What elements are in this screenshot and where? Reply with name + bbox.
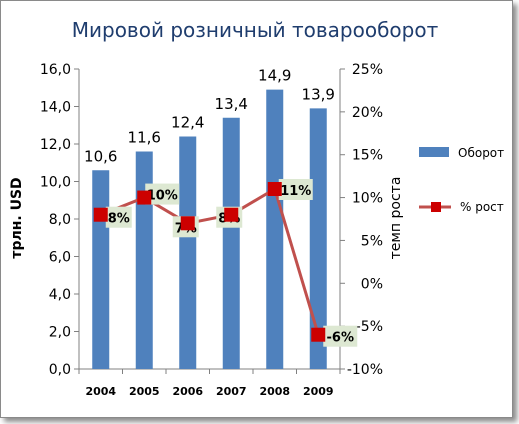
bar-data-label: 13,4 bbox=[215, 95, 248, 113]
y-tick-label-right: -10% bbox=[347, 362, 383, 378]
bar-data-label: 14,9 bbox=[258, 67, 291, 85]
legend-label-line: % рост bbox=[460, 200, 504, 214]
chart-frame bbox=[0, 0, 513, 418]
y-tick-label-right: 25% bbox=[352, 62, 383, 78]
line-data-label-box bbox=[105, 206, 132, 228]
legend-swatch-bar bbox=[419, 147, 449, 157]
y-tick-label-left: 10,0 bbox=[40, 175, 71, 191]
line-marker bbox=[180, 216, 195, 231]
line-data-label: 11% bbox=[280, 184, 311, 199]
line-marker bbox=[311, 327, 326, 342]
y-axis-label-right: темп роста bbox=[388, 177, 404, 260]
y-tick-label-left: 8,0 bbox=[49, 212, 71, 228]
legend-label-bar: Оборот bbox=[458, 146, 504, 160]
bar-data-label: 10,6 bbox=[84, 147, 117, 165]
bar-data-label: 13,9 bbox=[302, 85, 335, 103]
line-marker bbox=[267, 182, 282, 196]
line-marker bbox=[93, 207, 108, 222]
x-tick-label: 2008 bbox=[259, 385, 290, 398]
x-tick-label: 2004 bbox=[85, 385, 116, 398]
bar-data-label: 12,4 bbox=[171, 114, 204, 132]
bar bbox=[309, 108, 327, 369]
line-data-label-box bbox=[278, 179, 313, 200]
x-tick-label: 2009 bbox=[303, 385, 334, 398]
line-data-label-box bbox=[145, 183, 180, 205]
line-marker bbox=[137, 190, 152, 205]
line-data-label: 10% bbox=[147, 189, 178, 204]
bar bbox=[135, 151, 153, 369]
line-data-label: -6% bbox=[327, 331, 354, 346]
growth-line bbox=[100, 186, 320, 336]
bar bbox=[222, 117, 240, 369]
y-tick-label-right: 20% bbox=[352, 105, 383, 121]
bar bbox=[266, 89, 284, 369]
y-tick-label-left: 2,0 bbox=[49, 325, 71, 341]
y-tick-label-right: 5% bbox=[361, 233, 383, 249]
bar bbox=[179, 136, 197, 369]
y-tick-label-left: 6,0 bbox=[49, 250, 71, 266]
chart-title: Мировой розничный товарооборот bbox=[72, 18, 439, 42]
y-axis-label-left: трлн. USD bbox=[9, 177, 25, 258]
y-tick-label-left: 4,0 bbox=[49, 287, 71, 303]
y-tick-label-right: 15% bbox=[352, 148, 383, 164]
line-marker bbox=[224, 207, 239, 222]
x-tick-label: 2005 bbox=[129, 385, 160, 398]
y-tick-label-left: 16,0 bbox=[40, 62, 71, 78]
y-tick-label-left: 14,0 bbox=[40, 100, 71, 116]
line-data-label: 8% bbox=[108, 212, 130, 227]
line-data-label-box bbox=[323, 325, 358, 347]
x-tick-label: 2007 bbox=[216, 385, 247, 398]
y-tick-label-left: 0,0 bbox=[49, 362, 71, 378]
bar bbox=[92, 170, 110, 369]
y-tick-label-left: 12,0 bbox=[40, 137, 71, 153]
y-tick-label-right: -5% bbox=[356, 319, 383, 335]
legend: Оборот % рост bbox=[419, 146, 504, 214]
y-tick-label-right: 10% bbox=[352, 191, 383, 207]
legend-swatch-marker bbox=[431, 202, 441, 212]
bar-data-label: 11,6 bbox=[128, 129, 161, 147]
x-tick-label: 2006 bbox=[172, 385, 203, 398]
y-tick-label-right: 0% bbox=[361, 276, 383, 292]
